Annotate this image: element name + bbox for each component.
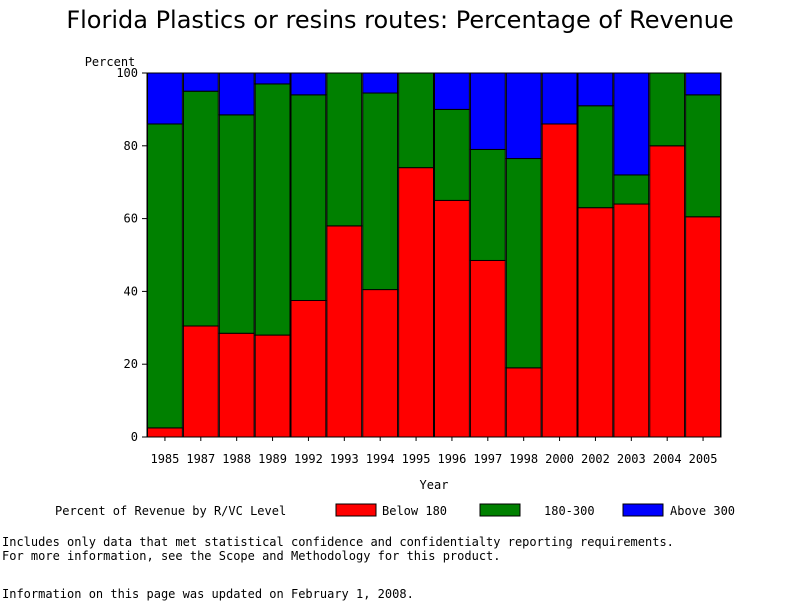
bar-1997-series-1 xyxy=(469,148,506,261)
bars-group xyxy=(147,72,721,438)
bar-1994-series-1 xyxy=(362,92,399,291)
y-tick-label-40: 40 xyxy=(124,284,138,298)
note-methodology: For more information, see the Scope and … xyxy=(2,549,501,563)
note-confidentiality: Includes only data that met statistical … xyxy=(2,535,674,549)
bar-1988-series-0 xyxy=(218,332,255,438)
bar-1992-series-0 xyxy=(290,300,327,438)
bar-1996-series-0 xyxy=(434,199,470,438)
bar-1994-series-2 xyxy=(362,72,399,94)
bar-1993-series-0 xyxy=(326,225,363,438)
x-tick-label-1985: 1985 xyxy=(150,452,179,466)
bar-1987-series-2 xyxy=(182,72,219,92)
x-tick-label-1987: 1987 xyxy=(186,452,215,466)
bar-1998-series-1 xyxy=(505,158,542,369)
bar-1989-series-0 xyxy=(254,334,291,438)
x-axis-label: Year xyxy=(420,478,449,492)
bar-2004-series-0 xyxy=(649,145,686,438)
bar-1989-series-2 xyxy=(254,72,291,85)
bar-2000-series-0 xyxy=(541,123,578,438)
bar-1993-series-1 xyxy=(326,72,363,227)
x-tick-label-1992: 1992 xyxy=(294,452,323,466)
y-tick-label-60: 60 xyxy=(124,212,138,226)
x-tick-label-1993: 1993 xyxy=(330,452,359,466)
bar-1987-series-0 xyxy=(182,325,219,438)
legend-swatch-2 xyxy=(622,503,664,517)
bar-1997-series-0 xyxy=(469,259,506,438)
legend-swatch-0 xyxy=(335,503,377,517)
x-tick-label-1989: 1989 xyxy=(258,452,287,466)
x-tick-label-1995: 1995 xyxy=(402,452,431,466)
legend-label-2: Above 300 xyxy=(670,504,735,518)
x-tick-label-1996: 1996 xyxy=(437,452,466,466)
bar-1988-series-2 xyxy=(218,72,255,116)
y-axis: 0 20 40 60 80 100 xyxy=(116,66,147,444)
bar-1996-series-2 xyxy=(434,72,470,110)
bar-1985-series-2 xyxy=(147,72,183,125)
x-axis: 1985 1987 1988 1989 1992 1993 1994 1995 1996 1997… xyxy=(150,437,718,466)
legend-label-1: 180-300 xyxy=(544,504,595,518)
x-tick-label-1988: 1988 xyxy=(222,452,251,466)
bar-2005-series-1 xyxy=(685,94,721,218)
y-axis-label: Percent xyxy=(85,55,136,69)
bar-2003-series-2 xyxy=(613,72,650,176)
x-tick-label-2004: 2004 xyxy=(653,452,682,466)
y-tick-label-80: 80 xyxy=(124,139,138,153)
x-tick-label-1994: 1994 xyxy=(366,452,395,466)
x-tick-label-1998: 1998 xyxy=(509,452,538,466)
bar-1985-series-1 xyxy=(147,123,183,429)
plot-frame xyxy=(146,72,722,438)
x-tick-label-2003: 2003 xyxy=(617,452,646,466)
chart-title: Florida Plastics or resins routes: Perce… xyxy=(66,6,734,34)
y-tick-label-100: 100 xyxy=(116,66,138,80)
legend-title: Percent of Revenue by R/VC Level xyxy=(55,504,286,518)
legend-label-0: Below 180 xyxy=(382,504,447,518)
bar-1995-series-0 xyxy=(398,167,434,438)
bar-2004-series-1 xyxy=(649,72,686,147)
bar-1995-series-1 xyxy=(398,72,434,169)
bar-1987-series-1 xyxy=(182,90,219,327)
bar-1998-series-2 xyxy=(505,72,542,160)
bar-2005-series-0 xyxy=(685,216,721,438)
y-tick-label-20: 20 xyxy=(124,357,138,371)
bar-2003-series-1 xyxy=(613,174,650,205)
bar-1985-series-0 xyxy=(147,427,183,438)
x-tick-label-1997: 1997 xyxy=(473,452,502,466)
x-tick-label-2000: 2000 xyxy=(545,452,574,466)
note-updated: Information on this page was updated on … xyxy=(2,587,414,601)
bar-1994-series-0 xyxy=(362,289,399,438)
bar-2002-series-0 xyxy=(577,207,614,438)
bar-1996-series-1 xyxy=(434,108,470,201)
bar-2002-series-2 xyxy=(577,72,614,107)
bar-1992-series-2 xyxy=(290,72,327,96)
bar-1989-series-1 xyxy=(254,83,291,336)
bar-1988-series-1 xyxy=(218,114,255,334)
legend-swatch-1 xyxy=(479,503,521,517)
y-tick-label-0: 0 xyxy=(131,430,138,444)
bar-1998-series-0 xyxy=(505,367,542,438)
bar-2005-series-2 xyxy=(685,72,721,96)
legend: Percent of Revenue by R/VC Level Below 18… xyxy=(55,503,735,518)
bar-2000-series-2 xyxy=(541,72,578,125)
bar-1992-series-1 xyxy=(290,94,327,301)
bar-2003-series-0 xyxy=(613,203,650,438)
bar-2002-series-1 xyxy=(577,105,614,209)
x-tick-label-2002: 2002 xyxy=(581,452,610,466)
x-tick-label-2005: 2005 xyxy=(689,452,718,466)
bar-1997-series-2 xyxy=(469,72,506,150)
